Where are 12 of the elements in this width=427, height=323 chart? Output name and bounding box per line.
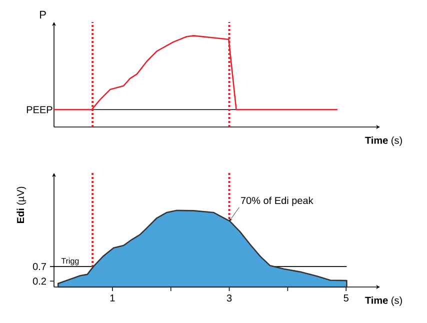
x-tick-label: 3 [226,294,232,302]
ref-line-label: Trigg [61,258,79,266]
x-axis-title: Time (s) [365,296,402,306]
y-tick-label: 0.7 [32,263,46,270]
x-tick-label: 5 [344,294,348,302]
y-axis-title: P [40,10,46,18]
x-tick-label: 1 [110,294,115,302]
ref-line-label: PEEP [26,106,52,114]
x-axis-title: Time (s) [365,136,402,146]
y-tick-label: 0.2 [32,278,46,285]
annotation: 70% of Edi peak [240,196,314,206]
y-axis-title: Edi (µV) [16,186,26,223]
